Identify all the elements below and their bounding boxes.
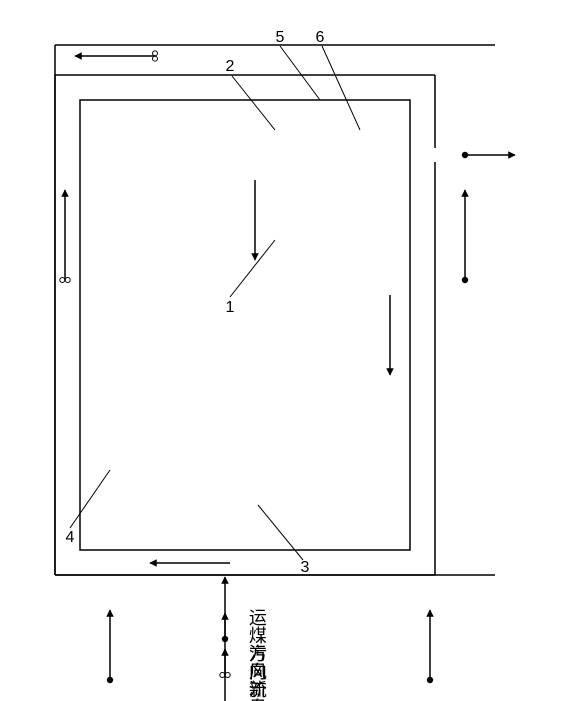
callout-label-5: 5 xyxy=(276,29,285,46)
callout-5: 5 xyxy=(276,29,320,100)
legend-label-2: 新风流向 xyxy=(247,680,267,701)
callout-label-6: 6 xyxy=(316,29,325,46)
callout-label-4: 4 xyxy=(66,529,75,546)
callout-1: 1 xyxy=(226,240,275,316)
flow-arrow xyxy=(75,51,157,61)
callout-3: 3 xyxy=(258,505,310,576)
callout-4: 4 xyxy=(66,470,110,546)
flow-arrow xyxy=(462,152,515,158)
callout-label-2: 2 xyxy=(226,58,235,75)
flow-arrow xyxy=(107,610,113,683)
flow-arrow xyxy=(427,610,433,683)
flow-arrow xyxy=(462,190,468,283)
callout-label-3: 3 xyxy=(301,559,310,576)
flow-arrow xyxy=(60,190,70,282)
callout-2: 2 xyxy=(226,58,275,130)
inner-rect xyxy=(80,100,410,550)
callout-label-1: 1 xyxy=(226,299,235,316)
